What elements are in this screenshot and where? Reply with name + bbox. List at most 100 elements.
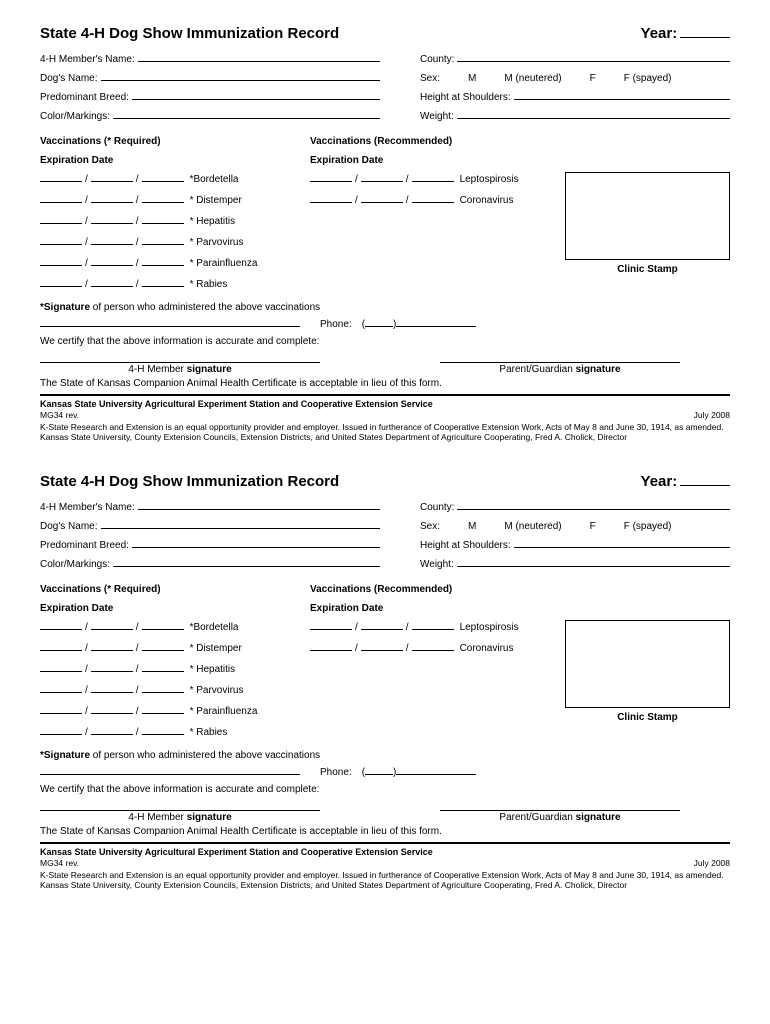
- member-name-input[interactable]: [138, 52, 380, 62]
- color-input[interactable]: [113, 109, 380, 119]
- date-input[interactable]: [91, 193, 133, 203]
- vacc-required-list: //*Bordetella //* Distemper //* Hepatiti…: [40, 172, 310, 298]
- vacc-item: * Distemper: [190, 195, 242, 206]
- phone-number-input[interactable]: [396, 317, 476, 327]
- date-input[interactable]: [91, 172, 133, 182]
- date-input[interactable]: [91, 662, 133, 672]
- date-input[interactable]: [40, 172, 82, 182]
- date-input[interactable]: [142, 172, 184, 182]
- vacc-item: Coronavirus: [460, 195, 514, 206]
- date-input[interactable]: [40, 214, 82, 224]
- clinic-stamp-label: Clinic Stamp: [565, 264, 730, 275]
- date-input[interactable]: [40, 256, 82, 266]
- date-input[interactable]: [91, 620, 133, 630]
- date-input[interactable]: [142, 256, 184, 266]
- date-input[interactable]: [310, 620, 352, 630]
- height-input[interactable]: [514, 90, 730, 100]
- footer-rev: MG34 rev.: [40, 410, 433, 421]
- footer-disclaimer: K-State Research and Extension is an equ…: [40, 422, 730, 443]
- date-input[interactable]: [40, 620, 82, 630]
- dog-name-label: Dog's Name:: [40, 73, 98, 84]
- date-input[interactable]: [91, 235, 133, 245]
- date-input[interactable]: [91, 725, 133, 735]
- year-label: Year:: [641, 25, 678, 42]
- phone-number-input[interactable]: [396, 765, 476, 775]
- date-input[interactable]: [142, 235, 184, 245]
- sex-mn[interactable]: M (neutered): [504, 521, 561, 532]
- sex-m[interactable]: M: [468, 521, 476, 532]
- admin-sig-input[interactable]: [40, 317, 300, 327]
- height-input[interactable]: [514, 538, 730, 548]
- date-input[interactable]: [40, 641, 82, 651]
- height-label: Height at Shoulders:: [420, 92, 511, 103]
- date-input[interactable]: [412, 172, 454, 182]
- date-input[interactable]: [91, 214, 133, 224]
- date-input[interactable]: [142, 725, 184, 735]
- date-input[interactable]: [91, 704, 133, 714]
- date-input[interactable]: [40, 683, 82, 693]
- date-input[interactable]: [412, 641, 454, 651]
- sex-f[interactable]: F: [590, 73, 596, 84]
- sex-mn[interactable]: M (neutered): [504, 73, 561, 84]
- date-input[interactable]: [310, 193, 352, 203]
- date-input[interactable]: [361, 641, 403, 651]
- date-input[interactable]: [412, 193, 454, 203]
- year-input[interactable]: [680, 37, 730, 38]
- date-input[interactable]: [142, 277, 184, 287]
- date-input[interactable]: [142, 662, 184, 672]
- date-input[interactable]: [310, 641, 352, 651]
- lieu-text: The State of Kansas Companion Animal Hea…: [40, 378, 730, 389]
- parent-sig-input[interactable]: [440, 799, 680, 811]
- phone-area-input[interactable]: [365, 765, 393, 775]
- date-input[interactable]: [40, 704, 82, 714]
- member-sig-input[interactable]: [40, 351, 320, 363]
- sex-fs[interactable]: F (spayed): [624, 521, 672, 532]
- dog-name-input[interactable]: [101, 71, 381, 81]
- sex-f[interactable]: F: [590, 521, 596, 532]
- color-label: Color/Markings:: [40, 111, 110, 122]
- date-input[interactable]: [361, 620, 403, 630]
- member-sig-input[interactable]: [40, 799, 320, 811]
- sex-fs[interactable]: F (spayed): [624, 73, 672, 84]
- date-input[interactable]: [40, 193, 82, 203]
- date-input[interactable]: [40, 277, 82, 287]
- year-input[interactable]: [680, 485, 730, 486]
- county-input[interactable]: [457, 500, 730, 510]
- date-input[interactable]: [361, 193, 403, 203]
- date-input[interactable]: [142, 683, 184, 693]
- date-input[interactable]: [361, 172, 403, 182]
- dog-name-input[interactable]: [101, 519, 381, 529]
- member-name-input[interactable]: [138, 500, 380, 510]
- phone-area-input[interactable]: [365, 317, 393, 327]
- vacc-item: *Bordetella: [190, 174, 239, 185]
- weight-input[interactable]: [457, 557, 730, 567]
- date-input[interactable]: [40, 725, 82, 735]
- date-input[interactable]: [142, 214, 184, 224]
- date-input[interactable]: [91, 641, 133, 651]
- breed-input[interactable]: [132, 538, 380, 548]
- date-input[interactable]: [310, 172, 352, 182]
- breed-input[interactable]: [132, 90, 380, 100]
- certify-text: We certify that the above information is…: [40, 336, 730, 347]
- date-input[interactable]: [142, 641, 184, 651]
- parent-sig-caption: Parent/Guardian signature: [440, 364, 680, 375]
- county-input[interactable]: [457, 52, 730, 62]
- color-input[interactable]: [113, 557, 380, 567]
- footer-date: July 2008: [694, 410, 730, 421]
- divider: [40, 394, 730, 396]
- date-input[interactable]: [142, 193, 184, 203]
- date-input[interactable]: [91, 277, 133, 287]
- clinic-stamp-box: [565, 172, 730, 260]
- date-input[interactable]: [40, 235, 82, 245]
- admin-sig-input[interactable]: [40, 765, 300, 775]
- date-input[interactable]: [142, 620, 184, 630]
- date-input[interactable]: [142, 704, 184, 714]
- vacc-item: * Rabies: [190, 279, 228, 290]
- weight-input[interactable]: [457, 109, 730, 119]
- date-input[interactable]: [412, 620, 454, 630]
- date-input[interactable]: [91, 683, 133, 693]
- parent-sig-input[interactable]: [440, 351, 680, 363]
- sex-m[interactable]: M: [468, 73, 476, 84]
- date-input[interactable]: [40, 662, 82, 672]
- date-input[interactable]: [91, 256, 133, 266]
